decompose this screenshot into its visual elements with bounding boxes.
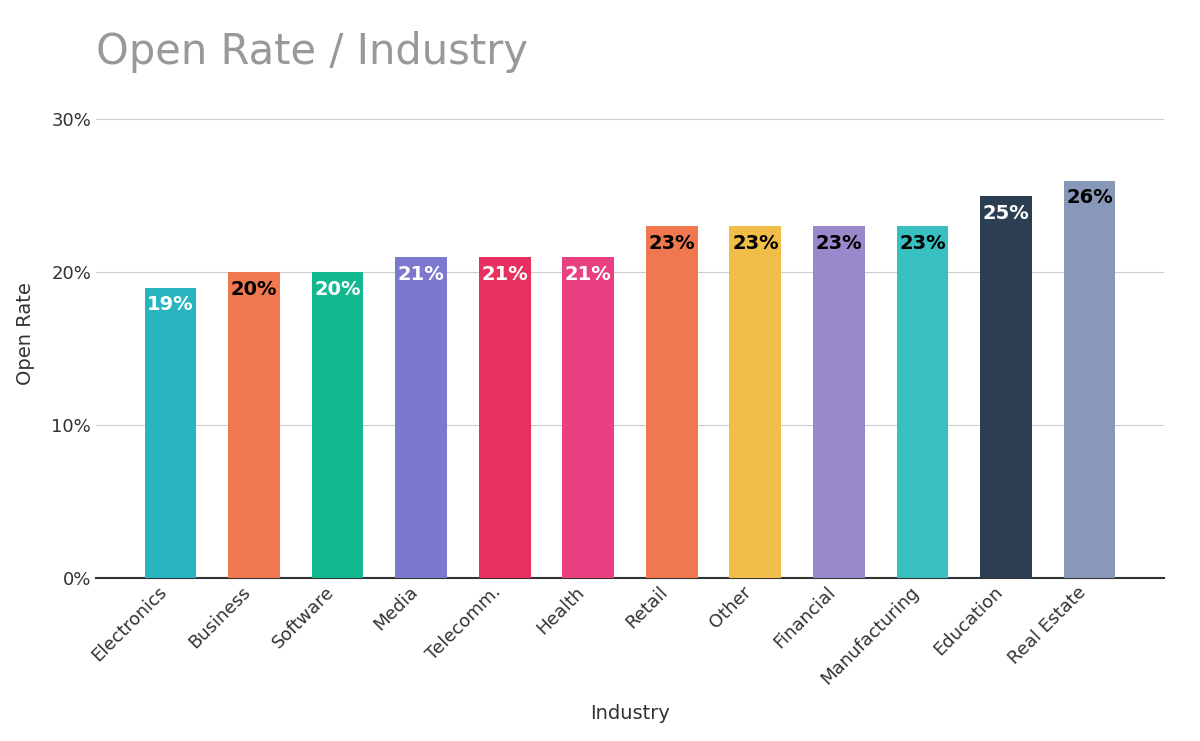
Bar: [144, 288, 197, 578]
Text: 23%: 23%: [648, 234, 695, 253]
Text: 23%: 23%: [816, 234, 862, 253]
Bar: [896, 227, 948, 578]
Text: 21%: 21%: [481, 265, 528, 284]
Bar: [228, 273, 280, 578]
Text: 25%: 25%: [983, 204, 1030, 222]
Bar: [563, 257, 614, 578]
Text: Open Rate / Industry: Open Rate / Industry: [96, 31, 528, 73]
Text: 26%: 26%: [1066, 188, 1112, 207]
Bar: [312, 273, 364, 578]
Text: 19%: 19%: [148, 295, 193, 314]
Bar: [479, 257, 530, 578]
Text: 20%: 20%: [314, 280, 361, 299]
Y-axis label: Open Rate: Open Rate: [16, 282, 35, 385]
Text: 21%: 21%: [397, 265, 444, 284]
Bar: [730, 227, 781, 578]
Text: 21%: 21%: [565, 265, 612, 284]
Text: 23%: 23%: [899, 234, 946, 253]
Bar: [646, 227, 697, 578]
Bar: [812, 227, 865, 578]
Bar: [980, 196, 1032, 578]
Text: 23%: 23%: [732, 234, 779, 253]
Bar: [395, 257, 448, 578]
Bar: [1063, 181, 1116, 578]
X-axis label: Industry: Industry: [590, 705, 670, 723]
Text: 20%: 20%: [230, 280, 277, 299]
